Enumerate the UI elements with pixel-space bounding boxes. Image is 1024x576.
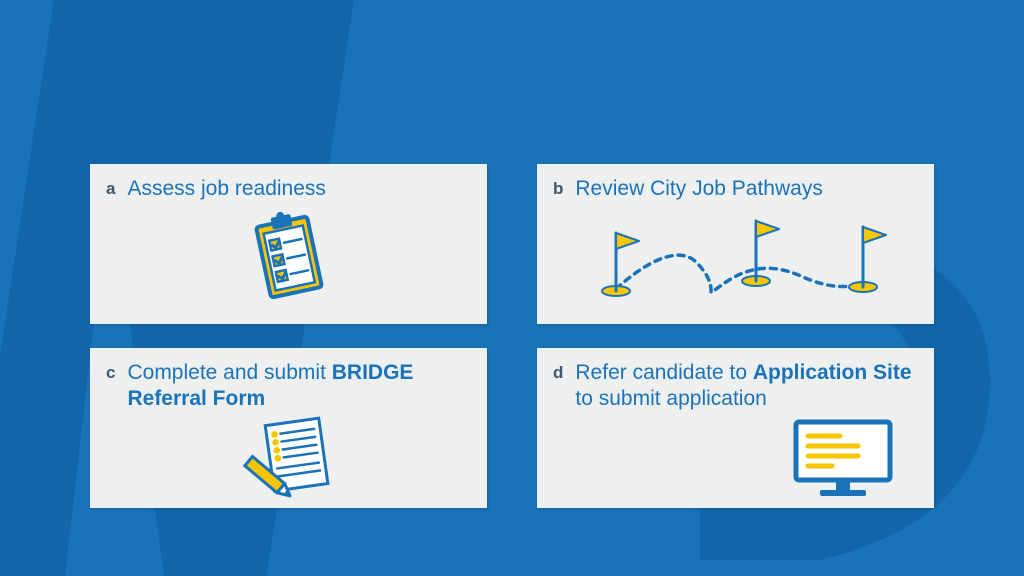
card-text: Assess job readiness — [127, 176, 325, 202]
title-underline — [420, 89, 954, 95]
icon-zone — [553, 202, 918, 312]
card-text-plain: Assess job readiness — [127, 177, 325, 200]
card-header: b Review City Job Pathways — [553, 176, 918, 202]
monitor-icon — [788, 416, 898, 500]
page-title: BRIDGE APPLICATION PROCESS — [70, 38, 954, 81]
card-text: Refer candidate to Application Site to s… — [575, 360, 918, 413]
card-letter: a — [106, 176, 115, 197]
icon-zone — [553, 413, 918, 503]
card-header: c Complete and submit BRIDGE Referral Fo… — [106, 360, 471, 413]
card-text-bold: Application Site — [753, 361, 912, 384]
flag-path-icon — [581, 207, 891, 307]
card-letter: d — [553, 360, 563, 381]
card-header: d Refer candidate to Application Site to… — [553, 360, 918, 413]
card-header: a Assess job readiness — [106, 176, 471, 202]
card-text-plain: Review City Job Pathways — [575, 177, 822, 200]
card-letter: b — [553, 176, 563, 197]
card-text-plain-pre: Refer candidate to — [575, 361, 752, 384]
form-pencil-icon — [234, 414, 344, 502]
subtitle: Candidate Intake (by Designated Referral… — [70, 117, 954, 146]
card-assess-readiness: a Assess job readiness — [90, 164, 487, 324]
card-referral-form: c Complete and submit BRIDGE Referral Fo… — [90, 348, 487, 508]
slide: BRIDGE APPLICATION PROCESS Candidate Int… — [0, 0, 1024, 576]
card-letter: c — [106, 360, 115, 381]
card-application-site: d Refer candidate to Application Site to… — [537, 348, 934, 508]
card-grid: a Assess job readiness — [70, 164, 954, 508]
card-text: Complete and submit BRIDGE Referral Form — [127, 360, 471, 413]
card-review-pathways: b Review City Job Pathways — [537, 164, 934, 324]
card-text: Review City Job Pathways — [575, 176, 822, 202]
card-text-plain-post: to submit application — [575, 387, 766, 410]
icon-zone — [106, 202, 471, 312]
icon-zone — [106, 413, 471, 503]
card-text-plain: Complete and submit — [127, 361, 331, 384]
clipboard-icon — [239, 207, 339, 307]
